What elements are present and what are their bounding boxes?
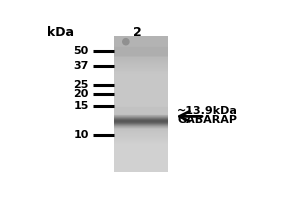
Text: 25: 25 [73,80,89,90]
Text: 50: 50 [74,46,89,56]
Text: 20: 20 [73,89,89,99]
Text: 10: 10 [73,130,89,140]
Text: 2: 2 [133,26,142,39]
Text: ~13.9kDa: ~13.9kDa [177,106,238,116]
Circle shape [123,39,129,45]
Text: 15: 15 [73,101,89,111]
Text: 37: 37 [73,61,89,71]
Text: kDa: kDa [47,26,74,39]
Text: GABARAP: GABARAP [177,115,237,125]
